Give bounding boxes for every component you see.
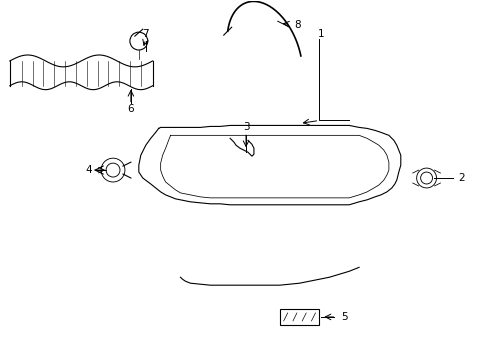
Text: 1: 1 — [318, 29, 325, 39]
Text: 7: 7 — [143, 29, 149, 39]
Text: 6: 6 — [127, 104, 134, 113]
Text: 4: 4 — [86, 165, 93, 175]
Text: 5: 5 — [341, 312, 348, 322]
Text: 2: 2 — [458, 173, 465, 183]
Bar — [280, 309, 319, 325]
Text: 3: 3 — [243, 122, 249, 132]
Text: 8: 8 — [294, 20, 301, 30]
